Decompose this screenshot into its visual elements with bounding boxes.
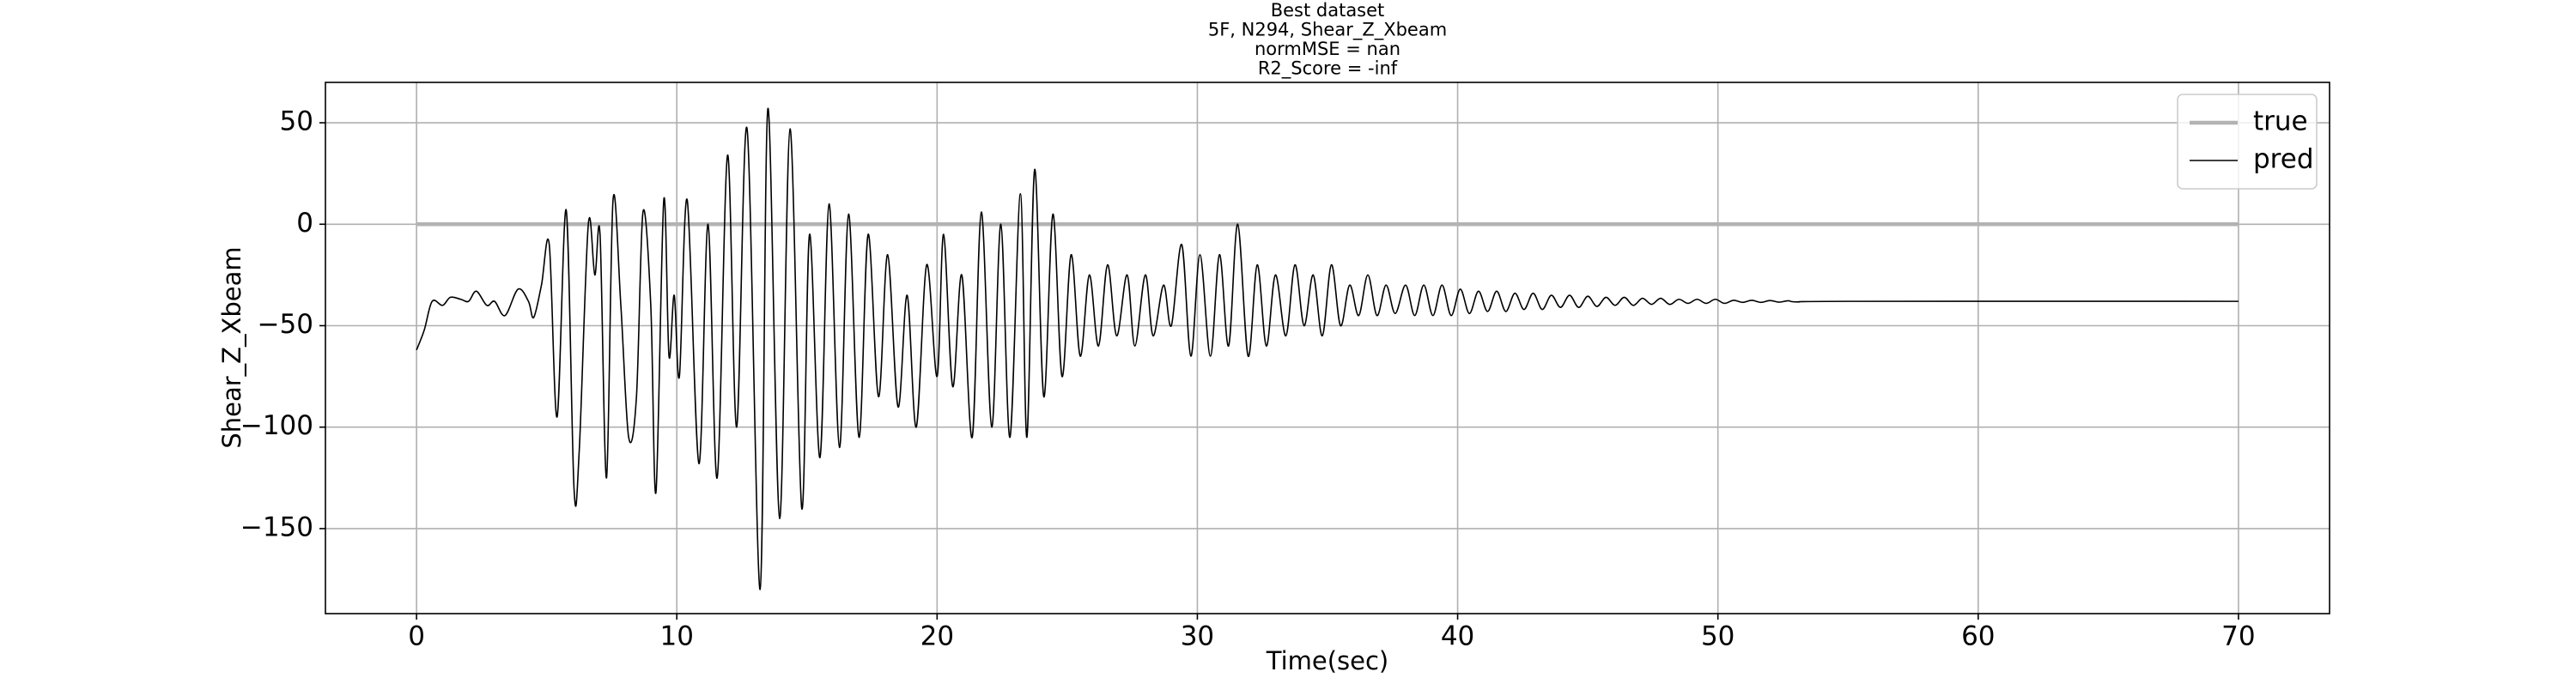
- plot-area: [416, 107, 2239, 590]
- legend-label: true: [2253, 106, 2308, 137]
- axes-frame: [325, 82, 2330, 614]
- x-tick-label: 50: [1701, 621, 1735, 652]
- y-tick-label: 50: [280, 106, 313, 137]
- y-tick-label: −100: [240, 410, 313, 441]
- y-axis-label: Shear_Z_Xbeam: [217, 246, 246, 448]
- x-tick-label: 60: [1961, 621, 1995, 652]
- legend-label: pred: [2253, 144, 2314, 175]
- chart-title: 5F, N294, Shear_Z_Xbeam: [1208, 20, 1447, 41]
- legend-box: [2177, 94, 2318, 190]
- x-tick-label: 30: [1181, 621, 1214, 652]
- x-tick-label: 20: [920, 621, 954, 652]
- y-tick-label: −150: [240, 511, 313, 542]
- y-tick-label: −50: [258, 309, 313, 340]
- chart-title: R2_Score = -inf: [1258, 58, 1398, 80]
- y-tick-label: 0: [296, 208, 313, 239]
- x-axis-label: Time(sec): [1266, 646, 1389, 675]
- x-tick-label: 70: [2221, 621, 2255, 652]
- chart-title: normMSE = nan: [1255, 39, 1400, 59]
- x-tick-label: 40: [1441, 621, 1474, 652]
- chart-title: Best dataset: [1271, 0, 1385, 21]
- x-tick-label: 0: [408, 621, 425, 652]
- x-tick-label: 10: [659, 621, 693, 652]
- series-line: [416, 107, 2239, 590]
